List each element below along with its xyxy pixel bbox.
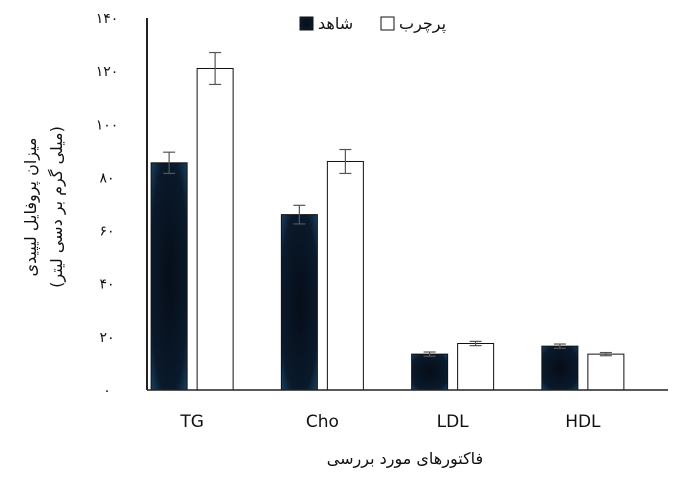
bar-high-fat-hdl xyxy=(587,353,625,391)
bar-high-fat-tg xyxy=(196,67,234,391)
error-bar-high-fat-hdl xyxy=(599,351,612,357)
error-bar-control-cho xyxy=(293,204,306,225)
bars xyxy=(150,67,625,391)
bar-high-fat-ldl xyxy=(457,343,495,391)
bar-high-fat-cho xyxy=(326,160,364,391)
y-axis-tick-labels: ۰ ۲۰ ۴۰ ۶۰ ۸۰ ۱۰۰ ۱۲۰ ۱۴۰ xyxy=(96,11,119,399)
y-axis-title-line2: (میلی گرم بر دسی لیتر) xyxy=(47,126,67,288)
y-tick-label: ۴۰ xyxy=(99,277,114,293)
x-tick-label-cho: Cho xyxy=(306,412,339,432)
x-tick-label-ldl: LDL xyxy=(437,412,470,432)
error-bar-high-fat-tg xyxy=(209,51,222,86)
error-bar-control-ldl xyxy=(423,351,436,357)
bar-control-hdl xyxy=(541,345,579,391)
y-tick-label: ۱۰۰ xyxy=(96,117,119,133)
y-tick-label: ۱۴۰ xyxy=(96,11,119,27)
bar-control-tg xyxy=(150,162,188,391)
y-tick-label: ۲۰ xyxy=(99,330,114,346)
legend-swatch-high-fat xyxy=(380,16,395,31)
error-bar-high-fat-cho xyxy=(339,148,352,175)
legend-swatch-control xyxy=(299,16,314,31)
bar-control-cho xyxy=(280,214,318,391)
x-axis-title: فاکتورهای مورد بررسی xyxy=(327,449,483,469)
legend-label-high-fat: پرچرب xyxy=(399,14,446,34)
x-tick-label-tg: TG xyxy=(179,412,204,432)
error-bar-control-hdl xyxy=(553,343,566,349)
x-tick-label-hdl: HDL xyxy=(565,412,601,432)
bar-control-ldl xyxy=(411,353,449,391)
error-bars xyxy=(163,51,612,357)
error-bar-high-fat-ldl xyxy=(469,340,482,347)
error-bar-control-tg xyxy=(163,151,176,175)
axes xyxy=(146,18,668,391)
legend: شاهد پرچرب xyxy=(299,14,446,34)
x-axis-tick-labels: TG Cho LDL HDL xyxy=(179,412,601,432)
y-tick-label: ۸۰ xyxy=(99,170,114,186)
y-tick-label: ۰ xyxy=(103,383,111,399)
y-tick-label: ۱۲۰ xyxy=(96,64,119,80)
y-axis-title-line1: میزان پروفایل لیپیدی xyxy=(21,138,41,277)
y-axis-title: میزان پروفایل لیپیدی (میلی گرم بر دسی لی… xyxy=(21,126,67,288)
legend-label-control: شاهد xyxy=(318,14,353,33)
y-tick-label: ۶۰ xyxy=(99,224,114,240)
